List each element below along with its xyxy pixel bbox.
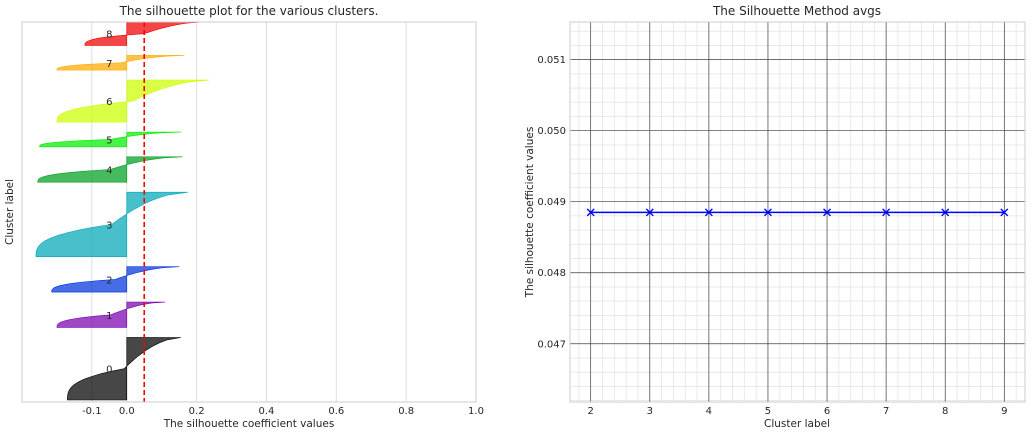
left-x-tick-label: 1.0	[468, 406, 484, 417]
left-y-axis-label: Cluster label	[4, 179, 16, 245]
right-x-tick-label: 7	[883, 406, 889, 417]
cluster-2-silhouette	[51, 266, 180, 293]
cluster-label-0: 0	[106, 365, 112, 376]
avg-point-marker	[1000, 208, 1009, 217]
left-chart-title: The silhouette plot for the various clus…	[119, 4, 379, 18]
avg-point-marker	[704, 208, 713, 217]
left-x-tick-label: 0.8	[398, 406, 414, 417]
right-x-axis-label: Cluster label	[764, 418, 830, 430]
avg-point-marker	[941, 208, 950, 217]
left-x-tick-label: 0.0	[119, 406, 135, 417]
right-plot-frame	[569, 21, 1026, 403]
right-y-tick-label: 0.049	[537, 197, 566, 208]
cluster-3-silhouette	[35, 191, 188, 258]
right-x-tick-label: 3	[647, 406, 653, 417]
cluster-5-silhouette	[39, 131, 181, 148]
cluster-label-6: 6	[106, 97, 112, 108]
cluster-6-silhouette	[56, 79, 209, 123]
cluster-label-3: 3	[106, 220, 112, 231]
avg-point-marker	[645, 208, 654, 217]
avg-point-marker	[586, 208, 595, 217]
cluster-7-silhouette	[56, 55, 185, 71]
cluster-label-7: 7	[106, 59, 112, 70]
right-y-tick-label: 0.047	[537, 339, 566, 350]
left-x-tick-label: 0.2	[189, 406, 205, 417]
silhouette-clusters	[35, 21, 209, 401]
right-chart-title: The Silhouette Method avgs	[712, 4, 881, 18]
cluster-label-8: 8	[106, 30, 112, 41]
left-x-tick-label: -0.1	[82, 406, 102, 417]
left-x-ticks: -0.1 0.0 0.2 0.4 0.6 0.8 1.0	[82, 406, 484, 417]
silhouette-plot: The silhouette plot for the various clus…	[4, 4, 484, 430]
silhouette-avgs-plot: The Silhouette Method avgs 2 3 4 5 6 7 8 9 0.04…	[524, 4, 1026, 430]
left-x-axis-label: The silhouette coefficient values	[163, 418, 335, 430]
cluster-label-1: 1	[106, 311, 112, 322]
right-x-ticks: 2 3 4 5 6 7 8 9	[587, 406, 1007, 417]
cluster-label-2: 2	[106, 275, 112, 286]
cluster-1-silhouette	[56, 301, 166, 328]
avg-point-marker	[882, 208, 891, 217]
avg-point-marker	[763, 208, 772, 217]
right-y-axis-label: The silhouette coefficient values	[524, 127, 536, 299]
cluster-0-silhouette	[67, 337, 181, 401]
right-y-tick-label: 0.051	[537, 55, 566, 66]
right-x-tick-label: 9	[1001, 406, 1007, 417]
avg-point-marker	[823, 208, 832, 217]
left-plot-frame	[21, 21, 477, 403]
cluster-8-silhouette	[84, 21, 204, 46]
right-y-ticks: 0.047 0.048 0.049 0.050 0.051	[537, 55, 566, 350]
cluster-label-4: 4	[106, 165, 112, 176]
right-x-tick-label: 5	[765, 406, 771, 417]
right-x-tick-label: 2	[587, 406, 593, 417]
right-x-tick-label: 8	[942, 406, 948, 417]
left-x-tick-label: 0.6	[328, 406, 344, 417]
cluster-labels: 0 1 2 3 4 5 6 7 8	[106, 30, 112, 376]
right-major-gridlines	[570, 22, 1025, 402]
right-y-tick-label: 0.050	[537, 126, 566, 137]
cluster-label-5: 5	[106, 135, 112, 146]
right-x-tick-label: 6	[824, 406, 830, 417]
avg-series-markers	[586, 208, 1009, 217]
left-x-tick-label: 0.4	[259, 406, 275, 417]
cluster-4-silhouette	[37, 156, 183, 183]
right-x-tick-label: 4	[706, 406, 712, 417]
right-y-tick-label: 0.048	[537, 268, 566, 279]
